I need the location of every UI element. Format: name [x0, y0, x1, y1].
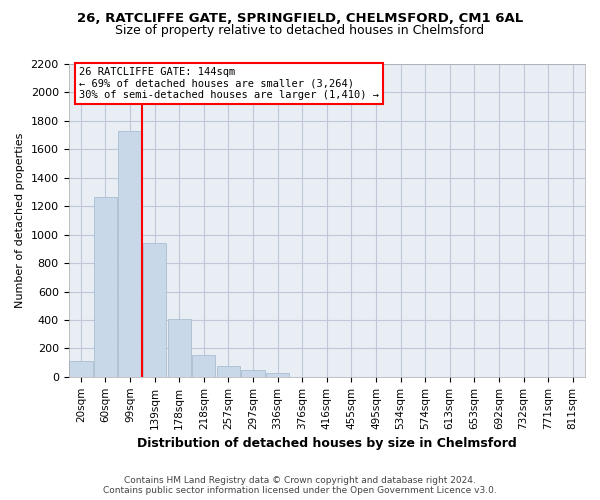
- Bar: [69, 361, 92, 377]
- Bar: [266, 373, 289, 377]
- Text: 26 RATCLIFFE GATE: 144sqm
← 69% of detached houses are smaller (3,264)
30% of se: 26 RATCLIFFE GATE: 144sqm ← 69% of detac…: [79, 67, 379, 100]
- Text: Contains HM Land Registry data © Crown copyright and database right 2024.
Contai: Contains HM Land Registry data © Crown c…: [103, 476, 497, 495]
- Bar: [143, 243, 166, 377]
- Text: 26, RATCLIFFE GATE, SPRINGFIELD, CHELMSFORD, CM1 6AL: 26, RATCLIFFE GATE, SPRINGFIELD, CHELMSF…: [77, 12, 523, 26]
- Bar: [167, 318, 191, 377]
- Bar: [94, 197, 117, 377]
- Bar: [217, 366, 240, 377]
- Y-axis label: Number of detached properties: Number of detached properties: [15, 132, 25, 308]
- Bar: [118, 131, 142, 377]
- Bar: [241, 370, 265, 377]
- X-axis label: Distribution of detached houses by size in Chelmsford: Distribution of detached houses by size …: [137, 437, 517, 450]
- Bar: [192, 355, 215, 377]
- Text: Size of property relative to detached houses in Chelmsford: Size of property relative to detached ho…: [115, 24, 485, 37]
